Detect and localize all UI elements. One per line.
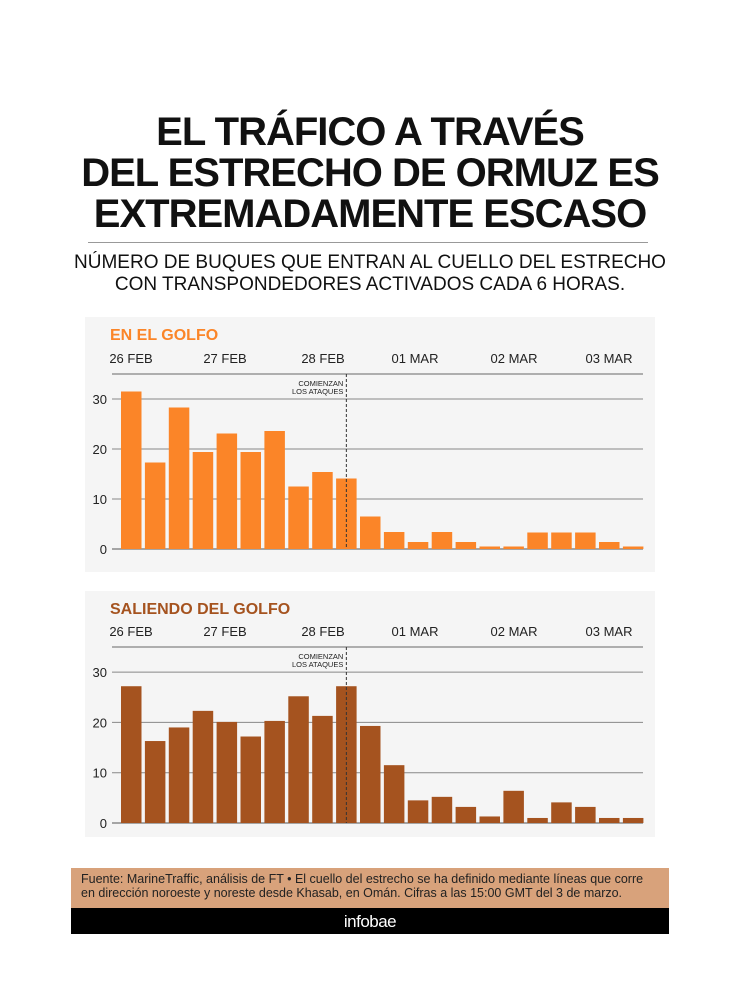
bar — [312, 715, 333, 823]
date-label: 01 MAR — [392, 351, 439, 366]
date-label: 03 MAR — [586, 624, 633, 639]
bar — [503, 546, 524, 549]
annotation-label: LOS ATAQUES — [292, 387, 343, 396]
date-label: 26 FEB — [109, 624, 152, 639]
date-label: 01 MAR — [392, 624, 439, 639]
bar — [455, 542, 477, 549]
subtitle: NÚMERO DE BUQUES QUE ENTRAN AL CUELLO DE… — [0, 252, 740, 296]
bar — [216, 433, 238, 549]
y-tick-label: 20 — [93, 442, 107, 457]
bar — [144, 741, 166, 823]
y-tick-label: 10 — [93, 766, 107, 781]
page-title: EL TRÁFICO A TRAVÉS DEL ESTRECHO DE ORMU… — [0, 112, 740, 235]
bar — [240, 736, 261, 823]
annotation-label: LOS ATAQUES — [292, 660, 343, 669]
subtitle-line: NÚMERO DE BUQUES QUE ENTRAN AL CUELLO DE… — [74, 252, 666, 273]
title-line: EL TRÁFICO A TRAVÉS — [156, 110, 585, 154]
bar — [144, 462, 166, 549]
bar — [622, 817, 644, 823]
date-label: 03 MAR — [586, 351, 633, 366]
chart-title: SALIENDO DEL GOLFO — [110, 601, 290, 618]
y-tick-label: 30 — [93, 665, 107, 680]
y-tick-label: 10 — [93, 492, 107, 507]
bar — [527, 817, 548, 823]
bar — [192, 710, 214, 823]
bar — [599, 817, 620, 823]
bar — [479, 546, 500, 549]
date-label: 28 FEB — [301, 624, 344, 639]
divider — [88, 242, 648, 243]
date-label: 28 FEB — [301, 351, 344, 366]
title-line: DEL ESTRECHO DE ORMUZ ES — [81, 151, 660, 195]
bar — [264, 431, 285, 549]
bar — [622, 546, 644, 549]
bar — [575, 806, 596, 823]
y-tick-label: 30 — [93, 392, 107, 407]
bar — [240, 452, 261, 549]
chart-panel-saliendo-del-golfo: SALIENDO DEL GOLFO 26 FEB 27 FEB 28 FEB 01 M… — [85, 591, 655, 837]
subtitle-line: CON TRANSPONDEDORES ACTIVADOS CADA 6 HOR… — [114, 274, 626, 295]
bar — [383, 532, 405, 549]
bar — [264, 720, 285, 823]
bar — [312, 472, 333, 549]
chart-saliendo-del-golfo: SALIENDO DEL GOLFO 26 FEB 27 FEB 28 FEB 01 M… — [93, 601, 644, 831]
bar — [431, 532, 453, 549]
bar — [551, 802, 572, 823]
bar — [455, 806, 477, 823]
date-label: 27 FEB — [203, 624, 246, 639]
bar — [599, 542, 620, 549]
bar — [575, 532, 596, 549]
bar — [527, 532, 548, 549]
title-line: EXTREMADAMENTE ESCASO — [93, 192, 647, 236]
date-label: 02 MAR — [491, 351, 538, 366]
source-line: en dirección noroeste y noreste desde Kh… — [81, 886, 623, 900]
chart-en-el-golfo: EN EL GOLFO 26 FEB 27 FEB 28 FEB 01 MAR 02 MA… — [93, 327, 644, 557]
y-tick-label: 0 — [100, 542, 107, 557]
y-tick-label: 20 — [93, 715, 107, 730]
bar — [383, 765, 405, 823]
annotation-label: COMIENZAN — [298, 652, 343, 661]
chart-panel-en-el-golfo: EN EL GOLFO 26 FEB 27 FEB 28 FEB 01 MAR 02 MA… — [85, 317, 655, 572]
annotation-label: COMIENZAN — [298, 379, 343, 388]
footer-bar: infobae — [71, 908, 669, 934]
bar — [192, 452, 214, 549]
bar — [336, 478, 357, 549]
source-line: Fuente: MarineTraffic, análisis de FT • … — [81, 872, 644, 886]
bar — [121, 686, 142, 823]
infobae-logo: infobae — [343, 912, 397, 931]
bar — [551, 532, 572, 549]
bar — [360, 516, 381, 549]
y-tick-label: 0 — [100, 816, 107, 831]
bar — [168, 407, 190, 549]
bar — [288, 486, 309, 549]
date-label: 26 FEB — [109, 351, 152, 366]
bar — [121, 391, 142, 549]
bar — [431, 796, 453, 823]
bar — [168, 727, 190, 823]
bar — [288, 696, 309, 823]
bar — [407, 800, 429, 823]
chart-title: EN EL GOLFO — [110, 327, 218, 344]
bar — [216, 721, 238, 823]
source-note: Fuente: MarineTraffic, análisis de FT • … — [71, 868, 669, 908]
bar — [479, 816, 500, 823]
bar — [503, 790, 524, 823]
bar — [407, 542, 429, 549]
date-label: 02 MAR — [491, 624, 538, 639]
bar — [360, 725, 381, 823]
date-label: 27 FEB — [203, 351, 246, 366]
